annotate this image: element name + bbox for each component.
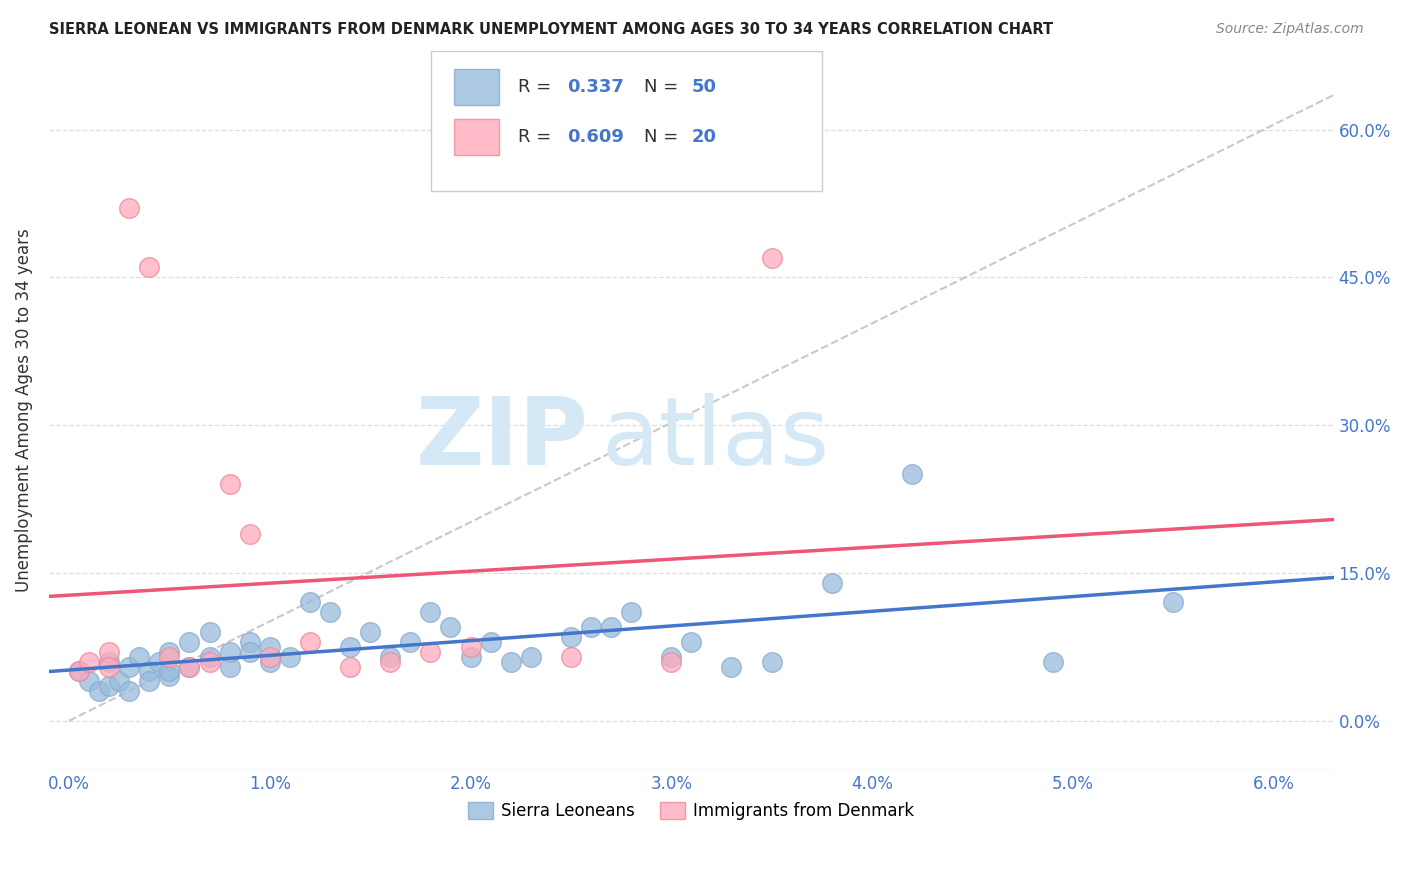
Point	[278, 649, 301, 664]
Point	[359, 625, 381, 640]
Text: 0.609: 0.609	[567, 128, 624, 146]
Text: Source: ZipAtlas.com: Source: ZipAtlas.com	[1216, 22, 1364, 37]
Point	[198, 649, 221, 664]
Point	[298, 595, 321, 609]
Point	[218, 477, 240, 491]
Point	[460, 649, 482, 664]
Point	[761, 655, 783, 669]
Point	[681, 635, 703, 649]
Point	[560, 630, 582, 644]
Point	[77, 655, 100, 669]
Point	[419, 605, 441, 619]
Point	[659, 649, 682, 664]
Point	[77, 674, 100, 689]
Point	[218, 645, 240, 659]
Point	[1042, 655, 1064, 669]
Point	[67, 665, 90, 679]
Point	[720, 659, 742, 673]
Point	[579, 620, 602, 634]
Point	[821, 575, 844, 590]
Point	[761, 251, 783, 265]
Point	[138, 260, 160, 275]
Point	[600, 620, 623, 634]
Point	[239, 635, 262, 649]
Text: 20: 20	[692, 128, 716, 146]
Point	[298, 635, 321, 649]
Point	[118, 659, 141, 673]
Text: SIERRA LEONEAN VS IMMIGRANTS FROM DENMARK UNEMPLOYMENT AMONG AGES 30 TO 34 YEARS: SIERRA LEONEAN VS IMMIGRANTS FROM DENMAR…	[49, 22, 1053, 37]
Point	[1161, 595, 1184, 609]
Point	[901, 467, 924, 482]
Text: atlas: atlas	[602, 393, 830, 485]
Point	[439, 620, 461, 634]
Point	[259, 640, 281, 654]
Text: N =: N =	[644, 78, 683, 95]
Text: R =: R =	[517, 78, 557, 95]
Point	[98, 679, 121, 693]
Text: N =: N =	[644, 128, 683, 146]
Point	[620, 605, 643, 619]
Point	[118, 684, 141, 698]
FancyBboxPatch shape	[454, 119, 499, 155]
Point	[239, 526, 262, 541]
Legend: Sierra Leoneans, Immigrants from Denmark: Sierra Leoneans, Immigrants from Denmark	[461, 795, 921, 826]
FancyBboxPatch shape	[430, 51, 823, 191]
Point	[499, 655, 522, 669]
Point	[157, 669, 180, 683]
Point	[319, 605, 342, 619]
Point	[380, 655, 402, 669]
Point	[339, 640, 361, 654]
Point	[259, 655, 281, 669]
Point	[179, 635, 201, 649]
Point	[98, 645, 121, 659]
Text: ZIP: ZIP	[416, 393, 589, 485]
Point	[259, 649, 281, 664]
Point	[157, 645, 180, 659]
Point	[157, 649, 180, 664]
Point	[460, 640, 482, 654]
Point	[118, 202, 141, 216]
Point	[560, 649, 582, 664]
Point	[239, 645, 262, 659]
FancyBboxPatch shape	[454, 69, 499, 104]
Point	[157, 665, 180, 679]
Point	[339, 659, 361, 673]
Point	[479, 635, 502, 649]
Point	[67, 665, 90, 679]
Point	[98, 655, 121, 669]
Point	[179, 659, 201, 673]
Point	[218, 659, 240, 673]
Point	[128, 649, 150, 664]
Point	[198, 625, 221, 640]
Point	[138, 665, 160, 679]
Text: 50: 50	[692, 78, 716, 95]
Point	[519, 649, 541, 664]
Point	[380, 649, 402, 664]
Point	[98, 659, 121, 673]
Point	[399, 635, 422, 649]
Y-axis label: Unemployment Among Ages 30 to 34 years: Unemployment Among Ages 30 to 34 years	[15, 228, 32, 592]
Point	[198, 655, 221, 669]
Text: 0.337: 0.337	[567, 78, 624, 95]
Point	[659, 655, 682, 669]
Point	[148, 655, 170, 669]
Point	[138, 674, 160, 689]
Point	[179, 659, 201, 673]
Point	[108, 674, 131, 689]
Text: R =: R =	[517, 128, 557, 146]
Point	[89, 684, 111, 698]
Point	[419, 645, 441, 659]
